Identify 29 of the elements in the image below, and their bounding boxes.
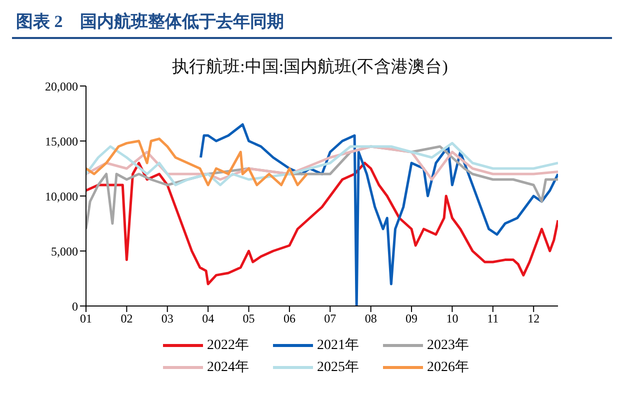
y-tick-label: 20,000 bbox=[45, 79, 78, 94]
x-tick-label: 06 bbox=[283, 312, 296, 326]
x-tick-label: 10 bbox=[446, 312, 458, 326]
x-tick-label: 03 bbox=[161, 312, 174, 326]
x-tick-label: 07 bbox=[324, 312, 336, 326]
x-tick-label: 11 bbox=[487, 312, 499, 326]
y-tick-label: 10,000 bbox=[45, 189, 78, 204]
line-series bbox=[86, 162, 558, 286]
legend-label: 2026年 bbox=[427, 358, 469, 376]
x-tick-label: 08 bbox=[364, 312, 377, 326]
y-tick-label: 5,000 bbox=[51, 244, 78, 258]
legend-label: 2021年 bbox=[317, 336, 359, 354]
x-tick-label: 12 bbox=[528, 312, 540, 326]
x-tick-label: 09 bbox=[406, 312, 418, 326]
legend-label: 2023年 bbox=[427, 336, 469, 354]
chart-title: 图表 2 国内航班整体低于去年同期 bbox=[15, 11, 285, 33]
x-tick-label: 02 bbox=[120, 312, 133, 326]
line-series bbox=[199, 123, 558, 306]
legend-label: 2022年 bbox=[207, 336, 249, 354]
y-tick-label: 0 bbox=[72, 299, 78, 314]
y-tick-label: 15,000 bbox=[45, 134, 78, 148]
legend-label: 2025年 bbox=[317, 358, 359, 376]
x-tick-label: 04 bbox=[202, 312, 214, 326]
line-series bbox=[86, 138, 308, 186]
legend-label: 2024年 bbox=[207, 358, 249, 376]
chart-subtitle: 执行航班:中国:国内航班(不含港澳台) bbox=[171, 56, 449, 78]
x-tick-label: 05 bbox=[242, 312, 255, 326]
x-tick-label: 01 bbox=[80, 312, 92, 326]
line-series bbox=[86, 142, 558, 186]
